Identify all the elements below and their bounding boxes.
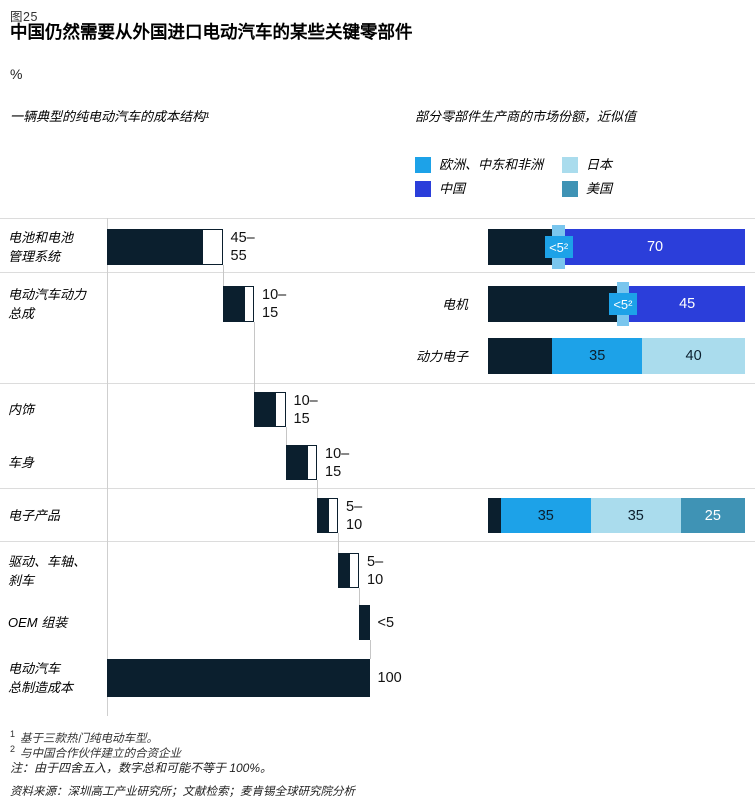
right-chart-subtitle: 部分零部件生产商的市场份额，近似值	[415, 109, 637, 124]
waterfall-range-box	[243, 286, 254, 322]
figure-title: 中国仍然需要从外国进口电动汽车的某些关键零部件	[10, 22, 413, 42]
footnote-1: 1 基于三款热门纯电动车型。	[10, 727, 158, 746]
market-bar-segment-labeled: 35	[500, 498, 591, 533]
connector-line	[359, 588, 360, 605]
waterfall-row-label: 车身	[8, 455, 35, 470]
footnote-1-text: 基于三款热门纯电动车型。	[20, 732, 159, 745]
bar-value-label: 45– 55	[230, 230, 255, 264]
figure-number: 图25	[10, 10, 38, 24]
waterfall-row-label: 电子产品	[8, 508, 61, 523]
grid-line	[0, 541, 755, 542]
connector-line	[285, 427, 287, 445]
legend-label-us: 美国	[586, 181, 613, 196]
waterfall-row-label: OEM 组装	[8, 615, 68, 630]
waterfall-bar	[359, 605, 370, 640]
source-line: 资料来源：深圳高工产业研究所；文献检索；麦肯锡全球研究院分析	[10, 786, 355, 798]
waterfall-range-box	[201, 229, 223, 265]
waterfall-range-box	[327, 498, 338, 533]
waterfall-row-label: 驱动、车轴、 刹车	[8, 553, 87, 588]
legend-label-japan: 日本	[586, 157, 613, 172]
grid-line	[0, 383, 755, 384]
waterfall-bar	[338, 553, 349, 588]
rounding-note: 注：由于四舍五入，数字总和可能不等于 100%。	[10, 761, 273, 775]
legend-swatch-china	[415, 181, 431, 197]
waterfall-range-box	[275, 392, 286, 427]
bar-value-label: <5	[377, 614, 395, 631]
market-row-label: 动力电子	[415, 348, 468, 364]
bar-value-label: 10– 15	[293, 392, 318, 427]
legend: 欧洲、中东和非洲 中国 日本美国	[0, 0, 755, 220]
bar-value-label: 10– 15	[325, 445, 350, 480]
bar-value-label: 5– 10	[367, 553, 384, 588]
market-row-label: 电机	[441, 296, 468, 312]
connector-line	[254, 322, 255, 392]
waterfall-total-bar	[107, 659, 370, 697]
market-bar-segment-labeled: 25	[680, 498, 745, 533]
waterfall-row-label: 电动汽车 总制造成本	[8, 661, 74, 695]
footnote-2-text: 与中国合作伙伴建立的合资企业	[20, 747, 182, 760]
connector-line	[338, 533, 339, 553]
waterfall-bar	[285, 445, 307, 480]
footnote-1-marker: 1	[10, 729, 16, 739]
callout-tag: <5²	[544, 236, 573, 258]
unit-label: %	[10, 66, 23, 82]
legend-label-emea: 欧洲、中东和非洲	[439, 157, 544, 172]
bar-value-label: 100	[377, 670, 402, 686]
waterfall-row-label: 内饰	[8, 402, 35, 417]
legend-label-china: 中国	[439, 181, 466, 196]
market-bar-segment	[488, 229, 553, 265]
left-chart-subtitle: 一辆典型的纯电动汽车的成本结构¹	[10, 109, 210, 124]
waterfall-bar	[107, 229, 202, 265]
legend-swatch-us	[562, 181, 578, 197]
market-bar-segment-labeled: 45	[629, 286, 745, 322]
legend-swatch-emea	[415, 157, 431, 173]
footnote-2: 2 与中国合作伙伴建立的合资企业	[10, 742, 181, 761]
connector-line	[369, 640, 371, 659]
grid-line	[0, 272, 755, 273]
callout-tag: <5²	[608, 293, 637, 315]
footnote-2-marker: 2	[10, 744, 16, 754]
market-bar-segment-labeled: 35	[590, 498, 681, 533]
market-bar-segment	[488, 338, 553, 374]
waterfall-row-label: 电池和电池 管理系统	[8, 230, 74, 264]
waterfall-bar	[222, 286, 244, 322]
market-bar-segment	[488, 498, 501, 533]
grid-line	[0, 488, 755, 489]
waterfall-range-box	[306, 445, 317, 480]
market-bar-segment-labeled: 35	[552, 338, 643, 374]
legend-swatch-japan	[562, 157, 578, 173]
bar-value-label: 10– 15	[262, 287, 287, 321]
waterfall-row-label: 电动汽车动力 总成	[8, 287, 87, 321]
waterfall-bar	[317, 498, 328, 533]
market-bar-segment-labeled: 70	[565, 229, 745, 265]
waterfall-bar	[254, 392, 275, 427]
connector-line	[222, 265, 224, 286]
market-bar-segment-labeled: 40	[642, 338, 745, 374]
chart-area: 电池和电池 管理系统 45– 55 电动汽车动力 总成 10– 15 内饰 10– 15 车身 10– 1…	[0, 218, 755, 718]
grid-line	[0, 218, 755, 219]
bar-value-label: 5– 10	[346, 498, 363, 533]
market-bar-segment	[488, 286, 617, 322]
axis-line	[107, 218, 108, 716]
waterfall-range-box	[348, 553, 359, 588]
connector-line	[317, 480, 318, 498]
